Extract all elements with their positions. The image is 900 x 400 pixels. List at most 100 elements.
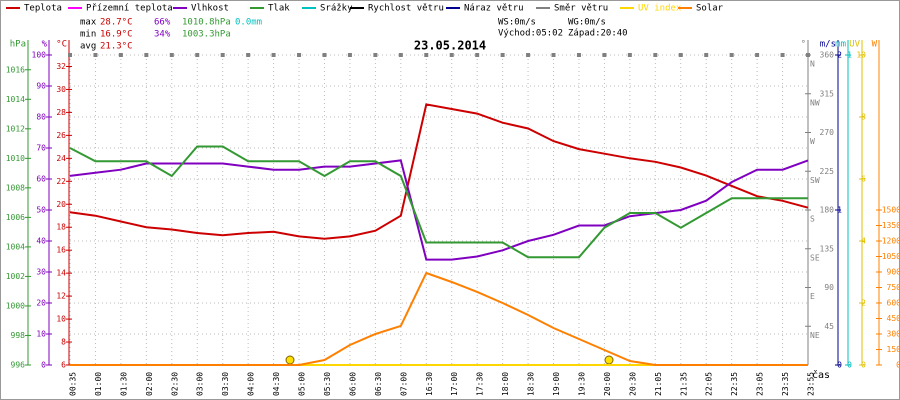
tick-label: 60: [36, 175, 46, 184]
series-line: [69, 103, 809, 240]
direction-marker: [780, 53, 785, 57]
sunrise-marker: [285, 355, 295, 365]
direction-marker: [297, 53, 302, 57]
direction-marker: [755, 53, 760, 57]
tick-label: 1002: [6, 272, 25, 281]
stat-max: max: [80, 18, 97, 28]
tick-label: 225: [820, 167, 835, 176]
stat-max: 1010.8hPa: [182, 18, 231, 28]
x-tick-label: 22:35: [730, 372, 739, 396]
tick-label: 6: [61, 361, 66, 370]
tick-label: 30: [36, 268, 46, 277]
x-tick-label: 06:30: [374, 372, 383, 396]
tick-label: 150: [887, 345, 900, 354]
tick-label: 1350: [882, 221, 900, 230]
legend-label: Náraz větru: [464, 4, 524, 14]
stat-max: 0.0mm: [235, 18, 262, 28]
direction-marker: [500, 53, 505, 57]
tick-label: 40: [36, 237, 46, 246]
stat-min: 34%: [154, 30, 171, 40]
stat-max: 28.7°C: [100, 18, 133, 28]
tick-label: 4: [861, 237, 866, 246]
tick-label: 996: [11, 361, 26, 370]
tick-label: 1010: [6, 154, 25, 163]
series-line: [69, 159, 809, 261]
tick-label: 8: [861, 113, 866, 122]
x-tick-label: 20:00: [603, 372, 612, 396]
x-tick-label: 04:00: [247, 372, 256, 396]
direction-marker: [322, 53, 327, 57]
tick-label: 8: [61, 338, 66, 347]
x-tick-label: 18:30: [527, 372, 536, 396]
stat-avg: 21.3°C: [100, 42, 133, 52]
tick-label: 315: [820, 89, 835, 98]
x-tick-label: 21:05: [654, 372, 663, 396]
compass-label: E: [810, 292, 815, 301]
legend-label: UV index: [638, 4, 682, 14]
compass-label: SW: [810, 176, 820, 185]
stat-wind: WS:0m/s: [498, 18, 536, 28]
tick-label: 300: [887, 330, 900, 339]
tick-label: 18: [56, 223, 66, 232]
tick-label: 70: [36, 144, 46, 153]
chart-title: 23.05.2014: [414, 39, 486, 53]
compass-label: W: [810, 137, 815, 146]
axis-unit: %: [42, 40, 48, 50]
x-axis-label: čas: [812, 369, 830, 381]
direction-marker: [475, 53, 480, 57]
stat-min: 1003.3hPa: [182, 30, 231, 40]
tick-label: 180: [820, 206, 835, 215]
tick-label: 0: [41, 361, 46, 370]
x-tick-label: 01:30: [119, 372, 128, 396]
x-tick-label: 17:30: [476, 372, 485, 396]
direction-marker: [271, 53, 276, 57]
direction-marker: [93, 53, 98, 57]
axis-unit: UV: [849, 40, 860, 50]
x-tick-label: 19:30: [577, 372, 586, 396]
tick-label: 135: [820, 244, 835, 253]
direction-marker: [678, 53, 683, 57]
tick-label: 100: [32, 51, 47, 60]
tick-label: 10: [56, 315, 66, 324]
tick-label: 1200: [882, 237, 900, 246]
tick-label: 450: [887, 314, 900, 323]
stat-wind: WG:0m/s: [568, 18, 606, 28]
compass-label: SE: [810, 253, 820, 262]
x-tick-label: 02:00: [145, 372, 154, 396]
tick-label: 2: [861, 299, 866, 308]
legend-label: Vlhkost: [191, 4, 229, 14]
stat-max: 66%: [154, 18, 171, 28]
tick-label: 80: [36, 113, 46, 122]
legend-label: Směr větru: [554, 4, 608, 14]
x-tick-label: 22:05: [705, 372, 714, 396]
direction-marker: [627, 53, 632, 57]
direction-marker: [729, 53, 734, 57]
direction-marker: [144, 53, 149, 57]
tick-label: 1000: [6, 301, 25, 310]
direction-marker: [653, 53, 658, 57]
tick-label: 26: [56, 131, 66, 140]
x-tick-label: 23:05: [756, 372, 765, 396]
compass-label: S: [810, 215, 815, 224]
x-tick-label: 23:35: [781, 372, 790, 396]
direction-marker: [602, 53, 607, 57]
x-tick-label: 23:55: [807, 372, 816, 396]
direction-marker: [704, 53, 709, 57]
direction-marker: [576, 53, 581, 57]
compass-label: NW: [810, 98, 820, 107]
x-tick-label: 20:30: [628, 372, 637, 396]
tick-label: 20: [36, 299, 46, 308]
axis-unit: m/s: [820, 40, 836, 50]
tick-label: 22: [56, 177, 66, 186]
compass-label: N: [810, 60, 815, 69]
direction-marker: [220, 53, 225, 57]
x-tick-label: 00:35: [69, 372, 78, 396]
axis-unit: mm: [835, 40, 846, 50]
direction-marker: [526, 53, 531, 57]
legend-label: Tlak: [268, 4, 290, 14]
tick-label: 28: [56, 108, 66, 117]
tick-label: 998: [11, 331, 26, 340]
tick-label: 1: [847, 51, 852, 60]
axis-unit: W: [872, 40, 878, 50]
